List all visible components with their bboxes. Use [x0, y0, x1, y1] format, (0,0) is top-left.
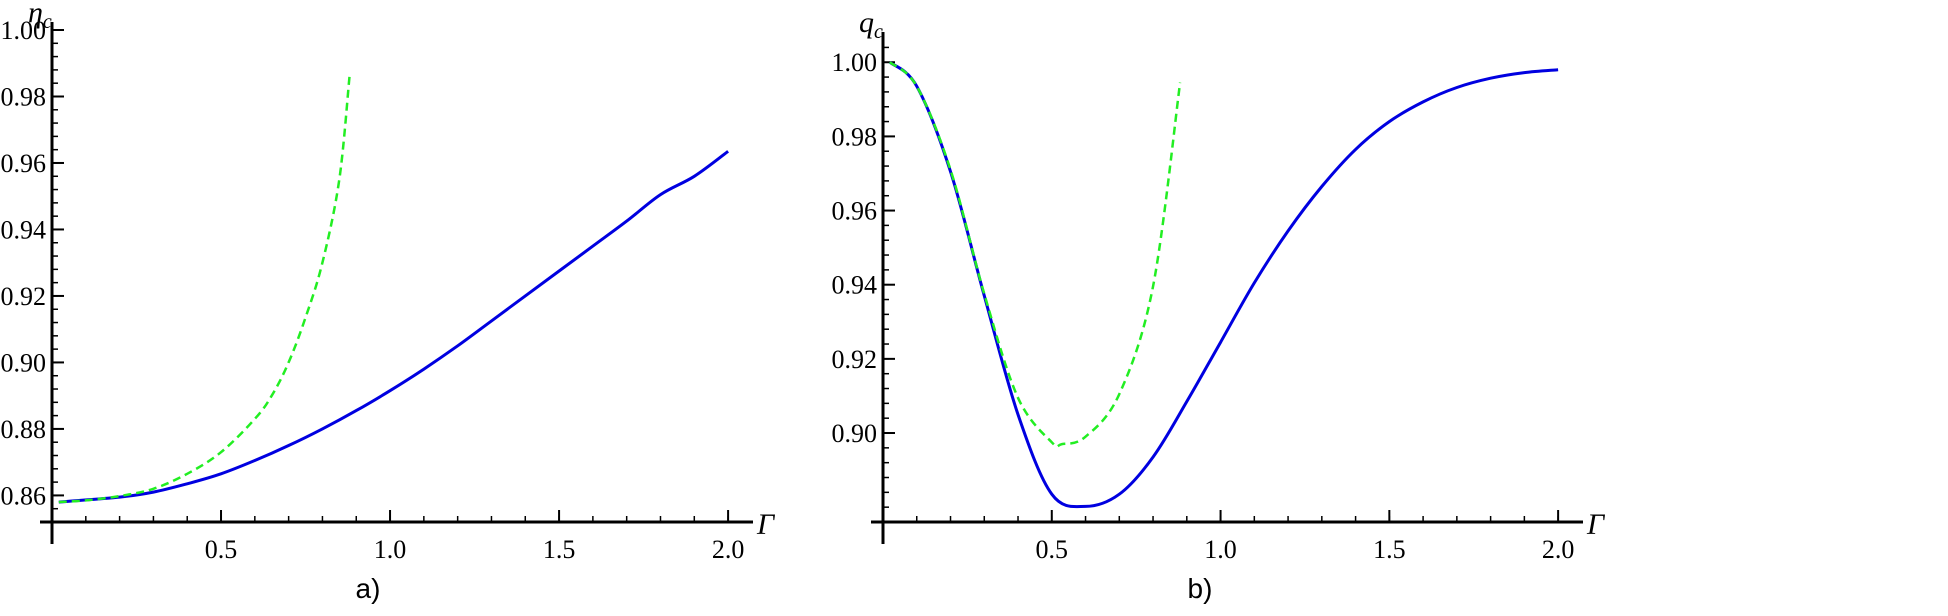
panel-label: b) — [1188, 573, 1213, 604]
y-tick-label: 0.98 — [1, 82, 47, 111]
y-tick-label: 0.92 — [832, 345, 878, 374]
x-tick-label: 1.0 — [1204, 535, 1237, 564]
y-tick-label: 0.86 — [1, 481, 47, 510]
x-axis-label: Γ — [756, 508, 776, 541]
y-axis-label-main: q — [859, 6, 874, 39]
y-tick-label: 0.94 — [1, 215, 47, 244]
y-tick-label: 0.94 — [832, 271, 878, 300]
x-tick-label: 2.0 — [712, 535, 745, 564]
panel-a: 0.5 1.0 1.5 2.0 0.86 0.88 0.90 0.92 0.94 0.96 0.98… — [1, 0, 777, 604]
y-tick-label: 1.00 — [832, 48, 878, 77]
y-axis-label: ηc — [28, 0, 52, 33]
series-line-dashed — [58, 76, 351, 504]
series-line-solid — [58, 150, 730, 504]
y-tick-label: 0.96 — [832, 197, 878, 226]
y-axis-label-sub: c — [43, 11, 52, 33]
x-tick-label: 1.5 — [1373, 535, 1406, 564]
y-tick-label: 0.88 — [1, 415, 47, 444]
y-axis-label: qc — [859, 6, 883, 43]
panel-b: 0.5 1.0 1.5 2.0 0.90 0.92 0.94 0.96 0.98 1.00 qc Γb… — [832, 6, 1607, 604]
x-tick-label: 2.0 — [1542, 535, 1575, 564]
series-line-solid — [888, 60, 1559, 509]
x-axis-label: Γ — [1586, 508, 1606, 541]
y-tick-label: 0.90 — [1, 348, 47, 377]
x-tick-label: 1.0 — [374, 535, 407, 564]
x-tick-label: 0.5 — [1036, 535, 1069, 564]
y-axis-label-sub: c — [874, 21, 883, 43]
y-tick-label: 0.98 — [832, 122, 878, 151]
panel-label: a) — [356, 573, 381, 604]
y-tick-label: 0.90 — [832, 419, 878, 448]
y-axis-label-main: η — [28, 0, 43, 29]
y-tick-label: 0.92 — [1, 282, 47, 311]
x-tick-label: 1.5 — [543, 535, 576, 564]
series-line-dashed — [888, 61, 1182, 448]
x-tick-label: 0.5 — [205, 535, 238, 564]
y-tick-label: 0.96 — [1, 149, 47, 178]
y-tick-label: 1.00 — [1, 16, 47, 45]
